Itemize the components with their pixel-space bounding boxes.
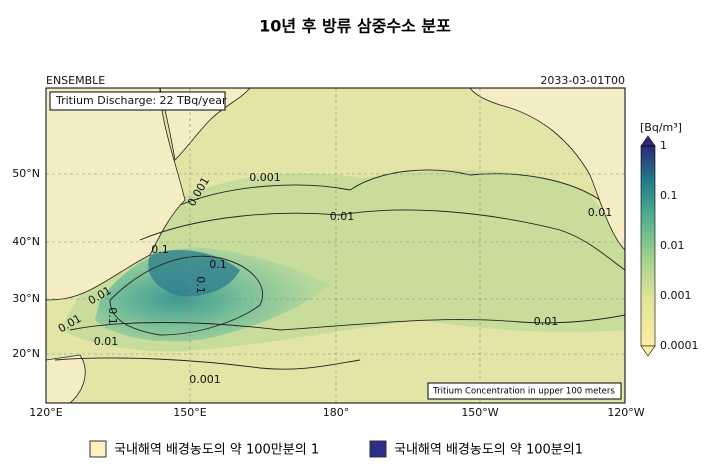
- colorbar-tick: 1: [660, 139, 667, 152]
- lat-label: 30°N: [12, 292, 40, 305]
- lon-label: 150°E: [173, 406, 206, 419]
- colorbar-tick: 0.1: [660, 189, 678, 202]
- contour-label: 0.01: [534, 315, 559, 328]
- footer-text: Tritium Concentration in upper 100 meter…: [432, 387, 615, 397]
- title: 10년 후 방류 삼중수소 분포: [259, 17, 451, 36]
- lat-label: 40°N: [12, 235, 40, 248]
- america-land: [469, 88, 625, 251]
- discharge-text: Tritium Discharge: 22 TBq/year: [55, 94, 227, 107]
- contour-label: 0.01: [94, 335, 119, 348]
- lon-labels: 120°E 150°E 180° 150°W 120°W: [29, 406, 645, 419]
- contour-label: 0.001: [249, 171, 281, 184]
- contour-label: 0.001: [189, 373, 221, 386]
- legend-swatch: [89, 440, 107, 458]
- lat-label: 50°N: [12, 167, 40, 180]
- ensemble-label: ENSEMBLE: [46, 74, 105, 87]
- map-frame: [45, 87, 626, 404]
- legend-label: 국내해역 배경농도의 약 100만분의 1: [114, 443, 319, 458]
- lat-label: 20°N: [12, 347, 40, 360]
- colorbar: [Bq/m³] 1 0.1 0.01 0.001 0.0001: [640, 121, 699, 357]
- asia-land: [46, 88, 186, 301]
- legend-swatch: [369, 440, 387, 458]
- lon-label: 120°W: [607, 406, 644, 419]
- lon-label: 120°E: [29, 406, 62, 419]
- colorbar-tick: 0.001: [660, 289, 692, 302]
- contour-label: 0.1: [151, 243, 169, 256]
- footer-box: [427, 382, 622, 400]
- legend-label: 국내해역 배경농도의 약 100분의1: [394, 443, 583, 458]
- colorbar-unit: [Bq/m³]: [640, 121, 682, 134]
- lat-labels: 50°N 40°N 30°N 20°N: [12, 167, 40, 360]
- contour-label: 0.1: [194, 276, 207, 294]
- graticule: [46, 88, 625, 403]
- lon-label: 150°W: [461, 406, 498, 419]
- contour-label: 0.01: [588, 206, 613, 219]
- contour-label: 0.1: [106, 307, 119, 325]
- colorbar-tick: 0.01: [660, 239, 685, 252]
- contour-label: 0.01: [330, 210, 355, 223]
- contours: [54, 169, 625, 370]
- date-label: 2033-03-01T00: [540, 74, 625, 87]
- map: 0.001 0.001 0.01 0.1 0.1 0.01 0.01 0.01 …: [46, 88, 625, 403]
- legend: 국내해역 배경농도의 약 100만분의 1 국내해역 배경농도의 약 100분의…: [89, 440, 583, 458]
- lon-label: 180°: [323, 406, 350, 419]
- colorbar-tick: 0.0001: [660, 339, 699, 352]
- contour-label: 0.1: [209, 258, 227, 271]
- discharge-box: [49, 91, 226, 111]
